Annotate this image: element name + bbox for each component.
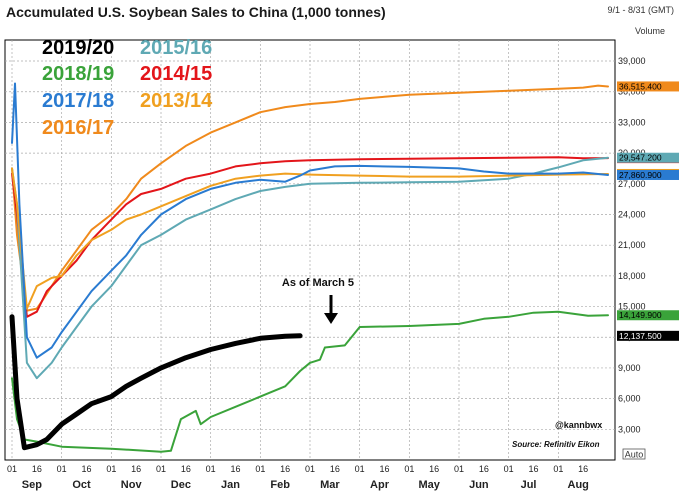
last-value-tags: 36,515.40029,508.40029,547.20027,959.800… [617,81,679,341]
x-month-label: May [418,479,440,491]
x-month-label: Jul [521,479,537,491]
x-day-label: 16 [479,464,489,474]
series-line [9,314,303,451]
legend-2019-20: 2019/20 [42,37,114,59]
series-line [11,156,609,380]
x-day-label: 16 [131,464,141,474]
x-axis: 01 16 01 16 01 16 01 16 01 16 01 16 01 16 01 16 01 16 01 16… [7,464,589,491]
x-month-label: Oct [72,479,91,491]
x-day-label: 01 [255,464,265,474]
x-day-label: 16 [230,464,240,474]
x-day-label: 16 [330,464,340,474]
legend-2013-14: 2013/14 [140,90,213,112]
x-month-label: Feb [270,479,290,491]
as-of-annotation: As of March 5 [282,277,354,289]
series-line [11,82,609,359]
x-month-label: Dec [171,479,191,491]
x-day-label: 01 [553,464,563,474]
x-month-label: Jun [469,479,489,491]
x-day-label: 16 [528,464,538,474]
x-day-label: 16 [280,464,290,474]
x-month-label: Aug [568,479,589,491]
y-tick-label: 33,000 [618,117,646,127]
chart-title: Accumulated U.S. Soybean Sales to China … [6,4,386,20]
series-line [11,167,609,310]
x-day-label: 16 [578,464,588,474]
value-tag-label: 27,860.900 [619,170,662,180]
series-line [11,156,609,318]
x-day-label: 16 [379,464,389,474]
x-day-label: 01 [156,464,166,474]
x-day-label: 01 [57,464,67,474]
y-tick-label: 9,000 [618,363,641,373]
y-tick-label: 15,000 [618,302,646,312]
value-tag-label: 12,137.500 [619,331,662,341]
value-tag [617,81,679,92]
x-day-label: 01 [106,464,116,474]
down-arrow-icon [324,295,338,324]
value-tag-label: 14,149.900 [619,310,662,320]
x-day-label: 01 [454,464,464,474]
x-day-label: 16 [32,464,42,474]
x-day-label: 01 [504,464,514,474]
value-tag-label: 36,515.400 [619,81,662,91]
x-month-label: Apr [370,479,390,491]
x-month-label: Jan [221,479,240,491]
series-line [11,310,609,453]
x-day-label: 16 [429,464,439,474]
auto-scale-button[interactable] [622,448,646,460]
series-lines [9,82,609,453]
value-tag-label: 29,547.200 [619,153,662,163]
legend-2017-18: 2017/18 [42,90,114,112]
legend-2016-17: 2016/17 [42,117,114,139]
y-tick-label: 36,000 [618,87,646,97]
date-range-label: 9/1 - 8/31 (GMT) [607,5,674,15]
y-tick-label: 6,000 [618,394,641,404]
x-day-label: 01 [404,464,414,474]
x-day-label: 01 [206,464,216,474]
x-month-label: Sep [22,479,42,491]
legend-2015-16: 2015/16 [140,37,212,59]
y-axis-unit-label: Volume [635,26,665,36]
value-tag [617,330,679,341]
y-tick-label: 21,000 [618,240,646,250]
x-day-label: 01 [7,464,17,474]
x-day-label: 01 [305,464,315,474]
y-tick-label: 18,000 [618,271,646,281]
source-credit: Source: Refinitiv Eikon [512,440,600,449]
x-month-label: Mar [320,479,340,491]
legend: 2019/20 2015/16 2018/19 2014/15 2017/18 … [42,37,213,139]
x-day-label: 16 [81,464,91,474]
y-tick-label: 39,000 [618,56,646,66]
x-day-label: 01 [355,464,365,474]
value-tag [617,152,679,163]
y-tick-label: 24,000 [618,209,646,219]
x-month-label: Nov [121,479,143,491]
y-tick-label: 3,000 [618,424,641,434]
auto-scale-label: Auto [625,450,644,460]
value-tag [617,310,679,321]
legend-2014-15: 2014/15 [140,63,212,85]
author-handle: @kannbwx [555,420,602,430]
y-tick-label: 27,000 [618,179,646,189]
x-day-label: 16 [181,464,191,474]
value-tag [617,169,679,180]
legend-2018-19: 2018/19 [42,63,114,85]
